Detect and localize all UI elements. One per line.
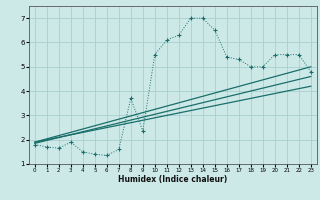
X-axis label: Humidex (Indice chaleur): Humidex (Indice chaleur) (118, 175, 228, 184)
